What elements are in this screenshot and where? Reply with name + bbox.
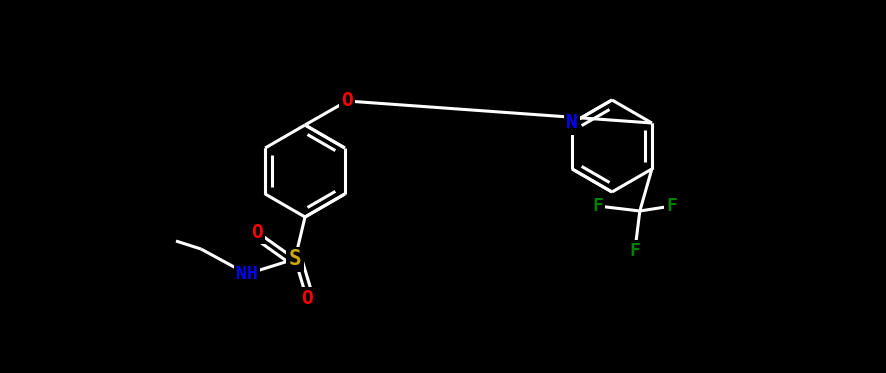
Text: O: O [341, 91, 353, 110]
Text: O: O [300, 289, 313, 308]
Text: N: N [565, 113, 578, 132]
Text: O: O [251, 223, 262, 241]
Text: F: F [629, 242, 640, 260]
Text: F: F [665, 197, 677, 215]
Text: NH: NH [236, 265, 258, 283]
Text: S: S [288, 249, 301, 269]
Text: F: F [592, 197, 602, 215]
